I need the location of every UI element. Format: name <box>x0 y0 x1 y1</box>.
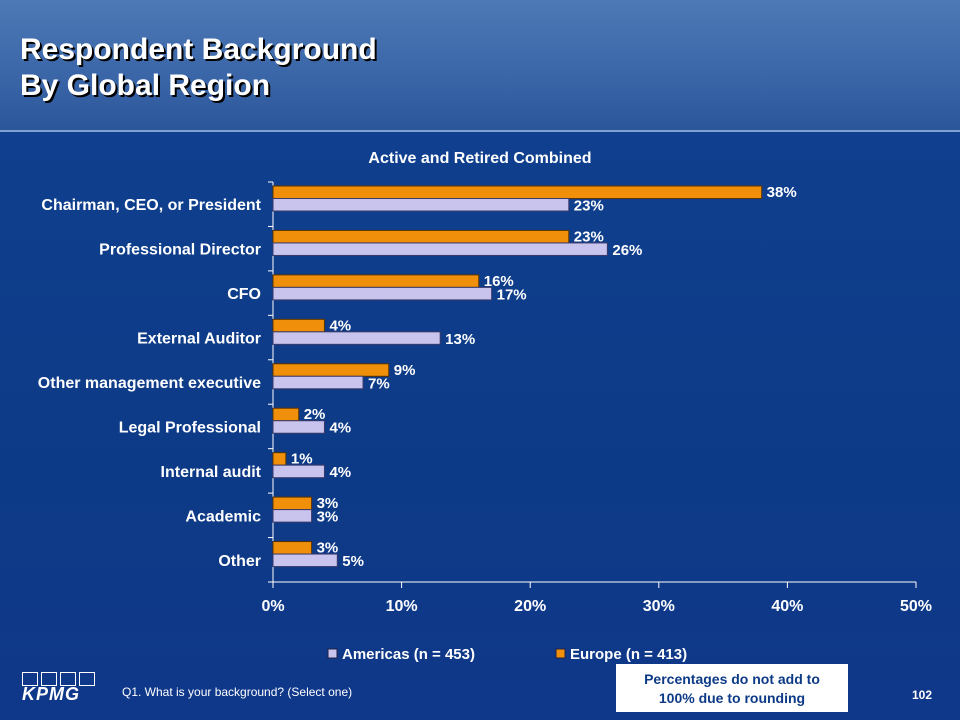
value-label-americas: 13% <box>445 331 475 348</box>
bar-europe <box>272 229 570 244</box>
value-label-europe: 16% <box>484 273 514 290</box>
legend-label: Europe (n = 413) <box>570 646 687 663</box>
rounding-note: Percentages do not add to 100% due to ro… <box>616 664 848 712</box>
page-title: Respondent Background By Global Region <box>20 32 377 104</box>
value-label-americas: 7% <box>368 375 390 392</box>
value-label-americas: 4% <box>329 420 351 437</box>
rounding-note-line-1: Percentages do not add to <box>644 671 820 687</box>
x-tick-label: 50% <box>900 598 932 615</box>
bar-americas <box>272 420 325 434</box>
bar-europe <box>272 541 313 555</box>
logo-box <box>22 672 38 686</box>
bar-europe <box>272 452 287 466</box>
category-label: Internal audit <box>161 464 262 481</box>
value-label-europe: 3% <box>317 495 339 512</box>
bar-europe <box>272 185 763 199</box>
x-tick-label: 10% <box>386 598 418 615</box>
title-line-2: By Global Region <box>20 69 271 102</box>
bar-europe <box>272 274 480 288</box>
value-label-europe: 2% <box>304 406 326 423</box>
logo-box <box>41 672 57 686</box>
value-label-europe: 3% <box>317 540 339 557</box>
value-label-europe: 1% <box>291 451 313 468</box>
category-label: External Auditor <box>137 331 261 348</box>
value-label-americas: 23% <box>574 198 604 215</box>
value-label-americas: 5% <box>342 553 364 570</box>
bar-americas <box>272 553 338 568</box>
bar-europe <box>272 407 300 422</box>
chart-title: Active and Retired Combined <box>368 150 592 167</box>
title-line-1: Respondent Background <box>20 33 377 66</box>
legend-swatch <box>327 648 338 659</box>
logo-text: KPMG <box>22 684 80 704</box>
kpmg-logo: KPMG <box>22 672 95 705</box>
chart-bars: 38%23%23%26%16%17%4%13%9%7%2%4%1%4%3%3%3… <box>272 184 797 570</box>
logo-boxes <box>22 672 95 686</box>
category-label: Academic <box>185 508 261 525</box>
value-label-europe: 9% <box>394 362 416 379</box>
header-background <box>0 0 960 132</box>
value-label-europe: 4% <box>329 317 351 334</box>
logo-box <box>79 672 95 686</box>
legend-swatch <box>555 648 566 659</box>
bar-americas <box>272 198 570 212</box>
bar-europe <box>272 496 313 511</box>
category-label: Chairman, CEO, or President <box>41 197 261 214</box>
x-tick-label: 30% <box>643 598 675 615</box>
x-tick-label: 40% <box>771 598 803 615</box>
value-label-americas: 3% <box>317 509 339 526</box>
x-tick-label: 0% <box>261 598 284 615</box>
value-label-americas: 4% <box>329 464 351 481</box>
chart-axes: 0% 10% 20% 30% 40% 50% Chairman, CEO, or Presi… <box>38 181 932 615</box>
logo-box <box>60 672 76 686</box>
category-label: CFO <box>227 286 261 303</box>
chart-legend: Americas (n = 453) Europe (n = 413) <box>327 646 687 663</box>
bar-americas <box>272 375 364 390</box>
page-number: 102 <box>912 688 933 702</box>
value-label-europe: 38% <box>767 184 797 201</box>
x-tick-label: 20% <box>514 598 546 615</box>
value-label-americas: 26% <box>612 242 642 259</box>
bar-americas <box>272 331 441 345</box>
bar-americas <box>272 464 325 479</box>
category-label: Legal Professional <box>119 419 261 436</box>
value-label-europe: 23% <box>574 228 604 245</box>
legend-label: Americas (n = 453) <box>342 646 475 663</box>
value-label-americas: 17% <box>497 286 527 303</box>
bar-americas <box>272 242 608 256</box>
bar-europe <box>272 318 325 333</box>
rounding-note-line-2: 100% due to rounding <box>658 690 806 706</box>
bar-americas <box>272 509 313 523</box>
category-label: Professional Director <box>99 242 261 259</box>
category-label: Other <box>218 553 261 570</box>
bar-americas <box>272 286 493 301</box>
category-label: Other management executive <box>38 375 261 392</box>
question-footnote: Q1. What is your background? (Select one… <box>122 685 353 699</box>
